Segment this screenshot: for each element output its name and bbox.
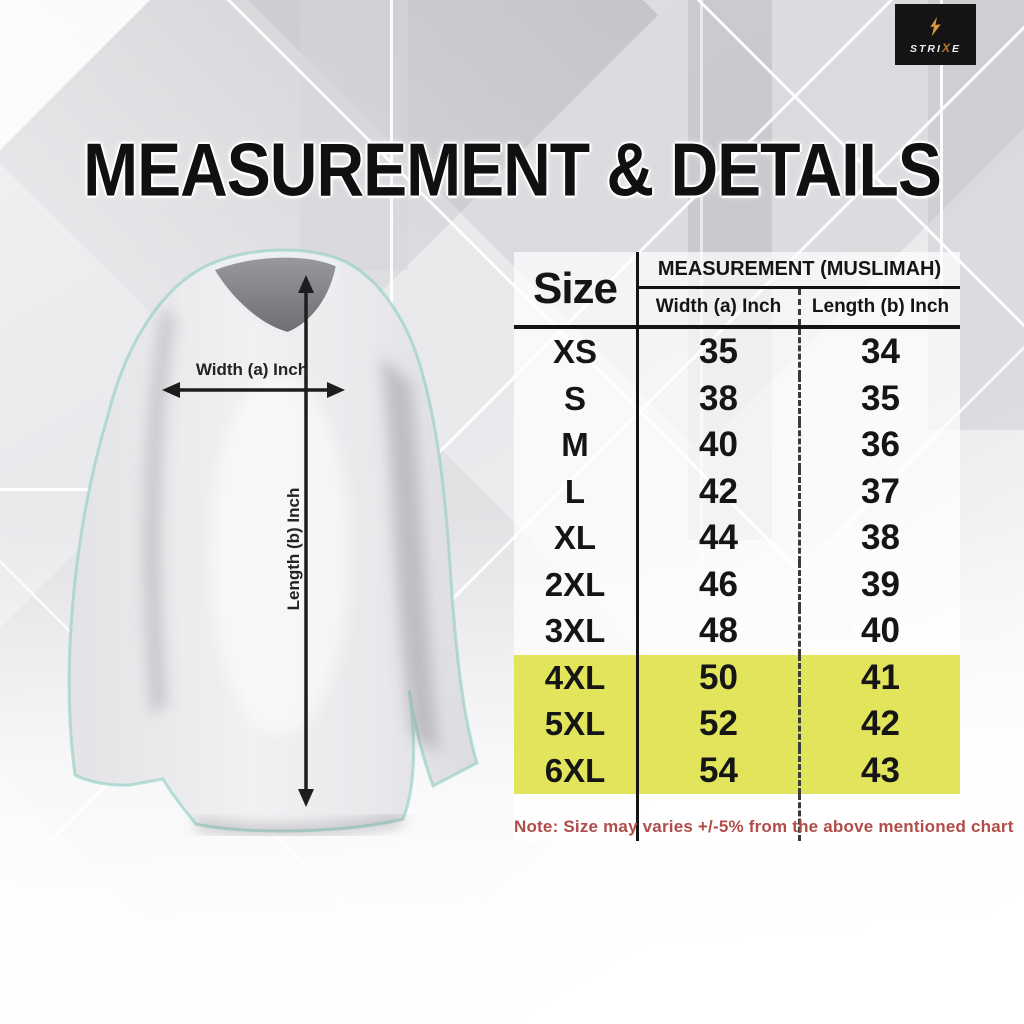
width-cell: 54 [639,747,801,794]
width-cell: 44 [639,515,801,562]
shading-right [380,355,440,755]
size-cell: XL [514,515,639,562]
width-cell: 42 [639,468,801,515]
size-cell [514,794,639,841]
width-cell [639,794,801,841]
size-note: Note: Size may varies +/-5% from the abo… [514,817,1014,836]
length-arrow-label: Length (b) Inch [284,487,303,611]
size-table-header: Size MEASUREMENT (MUSLIMAH) Width (a) In… [514,252,960,329]
table-row: 4XL 50 41 [514,654,960,701]
width-cell: 46 [639,561,801,608]
brand-logo: STRIXE [895,4,976,65]
length-arrow [298,275,314,807]
table-row: 2XL 46 39 [514,561,960,608]
size-cell: L [514,468,639,515]
brand-name: STRIXE [910,40,961,55]
garment-illustration [67,248,479,836]
table-row: S 38 35 [514,375,960,422]
size-cell: 4XL [514,654,639,701]
length-cell: 42 [861,704,900,744]
width-arrow-label: Width (a) Inch [195,360,309,379]
length-cell: 36 [861,425,900,465]
lightning-bolt-icon [930,16,941,36]
width-cell: 38 [639,375,801,422]
size-column-header: Size [514,252,639,325]
shading-left [143,305,176,715]
size-cell: 2XL [514,561,639,608]
hem-shadow [195,815,405,836]
table-row: L 42 37 [514,468,960,515]
length-cell: 38 [861,518,900,558]
width-column-header: Width (a) Inch [639,289,801,325]
width-cell: 50 [639,654,801,701]
size-cell: S [514,375,639,422]
size-table: Size MEASUREMENT (MUSLIMAH) Width (a) In… [514,252,960,841]
table-row: XL 44 38 [514,515,960,562]
width-arrow [162,382,345,398]
width-cell: 52 [639,701,801,748]
width-cell: 35 [639,329,801,376]
length-cell: 35 [861,378,900,418]
table-row: M 40 36 [514,422,960,469]
highlight-center [210,375,350,735]
length-cell: 41 [861,657,900,697]
size-cell: 6XL [514,747,639,794]
size-cell: XS [514,329,639,376]
width-cell: 40 [639,422,801,469]
size-cell: M [514,422,639,469]
table-row: XS 35 34 [514,329,960,376]
table-row: 3XL 48 40 [514,608,960,655]
table-row [514,794,960,841]
table-row: 5XL 52 42 [514,701,960,748]
measurement-group-header: MEASUREMENT (MUSLIMAH) [639,252,960,289]
width-cell: 48 [639,608,801,655]
length-cell: 43 [861,750,900,790]
page-title: MEASUREMENT & DETAILS [83,127,942,212]
table-row: 6XL 54 43 [514,747,960,794]
length-cell: 40 [861,611,900,651]
length-cell: 39 [861,564,900,604]
size-cell: 3XL [514,608,639,655]
length-cell: 37 [861,471,900,511]
length-cell: 34 [861,332,900,372]
size-cell: 5XL [514,701,639,748]
length-column-header: Length (b) Inch [811,296,950,317]
size-table-body: XS 35 34 S 38 35 M 40 36 L 42 37 XL 44 3… [514,329,960,841]
